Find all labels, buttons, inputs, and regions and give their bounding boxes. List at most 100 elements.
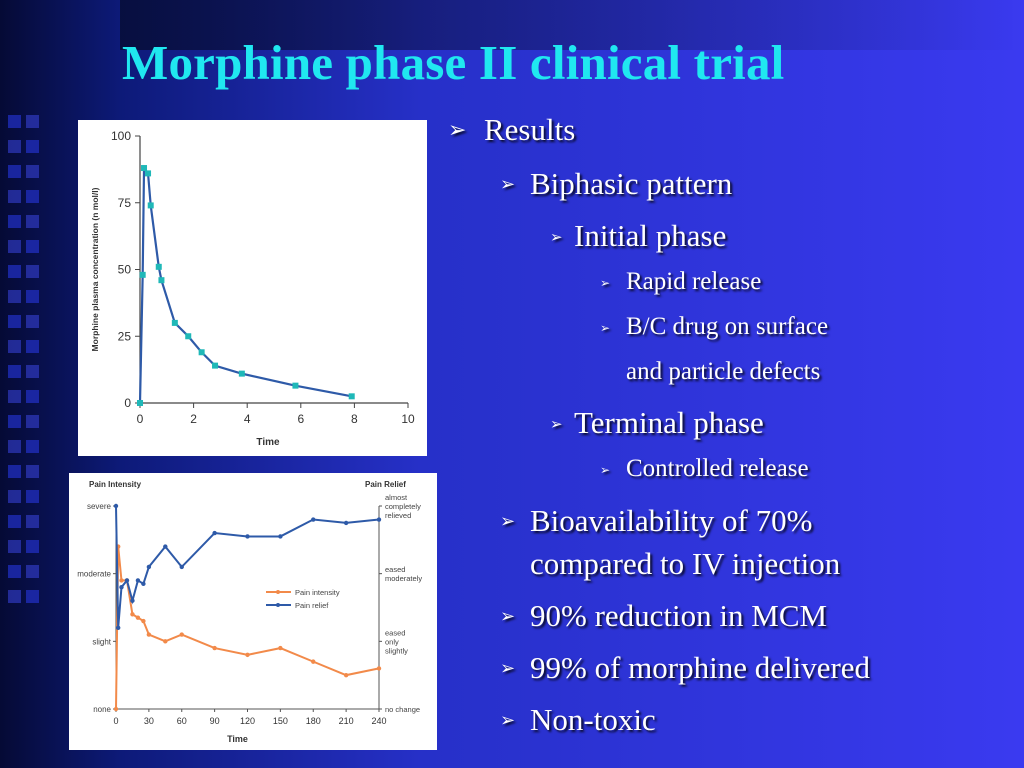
pain-relief-point xyxy=(245,534,250,539)
x-tick-label: 180 xyxy=(306,716,321,726)
pain-relief-point xyxy=(124,578,130,583)
pain-intensity-point xyxy=(130,612,135,617)
legend-marker xyxy=(276,603,280,607)
pain-relief-point xyxy=(115,625,121,630)
decorative-square xyxy=(8,165,21,178)
decorative-square xyxy=(8,490,21,503)
concentration-point xyxy=(155,263,162,270)
decorative-square xyxy=(26,190,39,203)
bullet-text: Terminal phase xyxy=(574,405,764,440)
bullet-arrow-icon: ➢ xyxy=(550,416,563,433)
decorative-square xyxy=(26,315,39,328)
pain-intensity-point xyxy=(376,666,382,671)
pain-intensity-point xyxy=(278,645,283,651)
decorative-square xyxy=(26,215,39,228)
left-tick-label: none xyxy=(93,705,111,714)
decorative-square xyxy=(8,290,21,303)
pain-intensity-point xyxy=(343,672,349,678)
pain-intensity-point xyxy=(179,632,184,637)
pain-relief-point xyxy=(212,530,217,536)
concentration-point xyxy=(238,370,245,377)
pain-relief-point xyxy=(135,578,141,583)
right-tick-label: eased moderately xyxy=(385,565,422,583)
decorative-square xyxy=(26,115,39,128)
pain-relief-point xyxy=(146,564,152,570)
decorative-square xyxy=(8,365,21,378)
decorative-square xyxy=(26,340,39,353)
pain-relief-point xyxy=(311,517,316,522)
concentration-point xyxy=(147,202,154,209)
bullet-arrow-icon: ➢ xyxy=(500,605,516,626)
bullet-text: 90% reduction in MCM xyxy=(530,598,828,633)
left-tick-label: slight xyxy=(92,637,111,646)
decorative-square xyxy=(26,390,39,403)
x-tick-label: 150 xyxy=(273,716,288,726)
pain-intensity-point xyxy=(212,645,217,651)
x-tick-label: 30 xyxy=(144,716,154,726)
bullet-text: Rapid release xyxy=(626,268,762,295)
left-axis-title: Pain Intensity xyxy=(89,480,142,489)
right-tick-label: almost completely relieved xyxy=(385,493,421,520)
decorative-square xyxy=(8,340,21,353)
bullet-text: 99% of morphine delivered xyxy=(530,650,871,685)
concentration-point xyxy=(141,165,148,172)
y-tick-label: 100 xyxy=(111,129,131,143)
decorative-square xyxy=(8,390,21,403)
decorative-square xyxy=(8,515,21,528)
pain-relief-point xyxy=(113,503,119,509)
decorative-square xyxy=(8,190,21,203)
x-tick-label: 240 xyxy=(371,716,386,726)
bullet-text: and particle defects xyxy=(626,358,821,385)
pain-intensity-point xyxy=(163,639,168,644)
pain-relief-point xyxy=(163,544,168,549)
bullet-arrow-icon: ➢ xyxy=(550,229,563,246)
bullet-arrow-icon: ➢ xyxy=(448,117,467,143)
plasma-concentration-svg: 0 25 50 75 100 0 2 4 6 8 10 Time Morphine plasma con… xyxy=(90,129,415,448)
x-tick-label: 210 xyxy=(339,716,354,726)
concentration-point xyxy=(145,170,152,177)
pain-intensity-point xyxy=(135,615,141,620)
slide-title: Morphine phase II clinical trial xyxy=(122,35,785,90)
concentration-point xyxy=(137,400,143,406)
decorative-square xyxy=(26,590,39,603)
right-tick-label: no change xyxy=(385,705,420,714)
concentration-point xyxy=(212,362,219,369)
concentration-point xyxy=(158,277,165,284)
x-tick-label: 6 xyxy=(297,412,304,426)
x-tick-label: 8 xyxy=(351,412,358,426)
pain-relief-point xyxy=(278,534,283,539)
decorative-square xyxy=(8,265,21,278)
decorative-square xyxy=(26,565,39,578)
title-band xyxy=(120,0,1024,50)
right-axis-title: Pain Relief xyxy=(365,480,406,489)
x-tick-label: 60 xyxy=(177,716,187,726)
pain-chart-svg: Pain Intensity Pain Relief none slight moder… xyxy=(77,480,422,744)
bullet-text: Biphasic pattern xyxy=(530,166,733,201)
decorative-square xyxy=(8,465,21,478)
concentration-point xyxy=(139,271,146,278)
bullet-text: compared to IV injection xyxy=(530,546,841,581)
x-tick-label: 0 xyxy=(137,412,144,426)
left-tick-label: moderate xyxy=(77,570,111,579)
pain-relief-point xyxy=(141,581,146,587)
decorative-square xyxy=(8,415,21,428)
pain-intensity-point xyxy=(113,706,119,712)
bullet-text: Results xyxy=(484,112,576,147)
decorative-square xyxy=(8,540,21,553)
decorative-square xyxy=(26,515,39,528)
concentration-line xyxy=(138,164,352,404)
decorative-square xyxy=(26,365,39,378)
pain-relief-point xyxy=(376,517,382,522)
x-tick-label: 2 xyxy=(190,412,197,426)
decorative-square xyxy=(26,265,39,278)
pain-intensity-point xyxy=(119,578,124,583)
x-tick-label: 120 xyxy=(240,716,255,726)
pain-relief-line xyxy=(115,505,380,628)
pain-intensity-line xyxy=(115,546,380,710)
decorative-square xyxy=(26,540,39,553)
x-axis-label: Time xyxy=(256,437,280,448)
decorative-square xyxy=(8,115,21,128)
decorative-square xyxy=(26,290,39,303)
bullet-arrow-icon: ➢ xyxy=(500,510,516,531)
pain-intensity-point xyxy=(141,618,146,624)
